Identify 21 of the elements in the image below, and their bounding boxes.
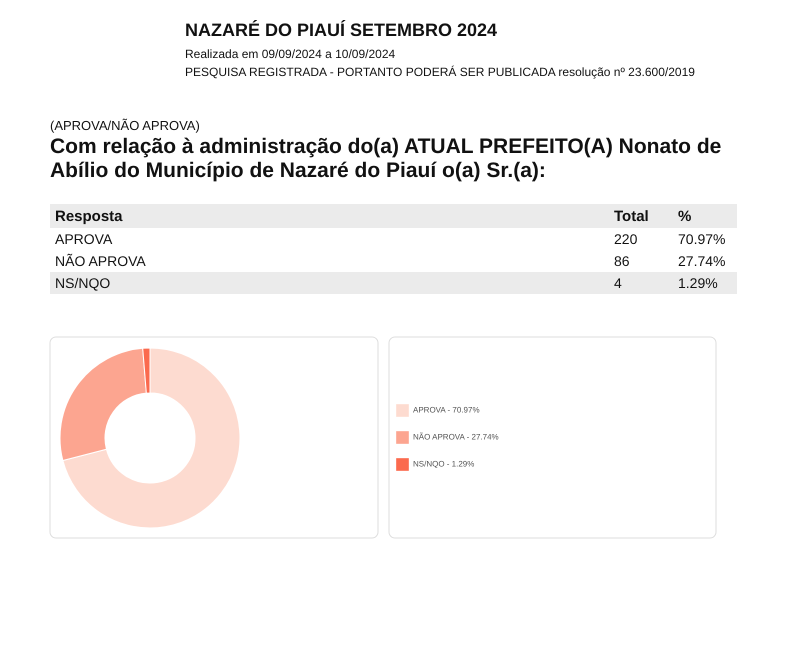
text: Realizada em 09/09/2024 a 10/09/2024 xyxy=(185,47,396,61)
data-label: 1.29% xyxy=(678,275,718,291)
data-label: 70.97% xyxy=(678,231,726,247)
category-label: NÃO APROVA xyxy=(55,253,146,269)
text: NAZARÉ DO PIAUÍ SETEMBRO 2024 xyxy=(185,20,498,40)
legend-label: APROVA - 70.97% xyxy=(413,406,480,414)
data-label: 220 xyxy=(614,231,638,247)
text: PESQUISA REGISTRADA - PORTANTO PODERÁ SER PUBLICADA resolução nº 23.600/2019 xyxy=(185,65,696,79)
category-label: NS/NQO xyxy=(55,275,110,291)
text: Com relação à administração do(a) ATUAL PREFEITO(A) Nonato de Abílio do Município de Nazaré do Piauí o(a) Sr.(a): xyxy=(50,135,722,182)
data-label: 27.74% xyxy=(678,253,726,269)
text: Total xyxy=(614,208,649,225)
text: % xyxy=(678,208,692,225)
data-label: 86 xyxy=(614,253,630,269)
donut-slice xyxy=(62,348,240,528)
legend-label: NÃO APROVA - 27.74% xyxy=(413,432,499,442)
category-label: APROVA xyxy=(55,231,113,247)
text: Resposta xyxy=(55,208,124,225)
legend-label: NS/NQO - 1.29% xyxy=(413,460,474,468)
text: (APROVA/NÃO APROVA) xyxy=(50,118,200,133)
data-label: 4 xyxy=(614,275,622,291)
